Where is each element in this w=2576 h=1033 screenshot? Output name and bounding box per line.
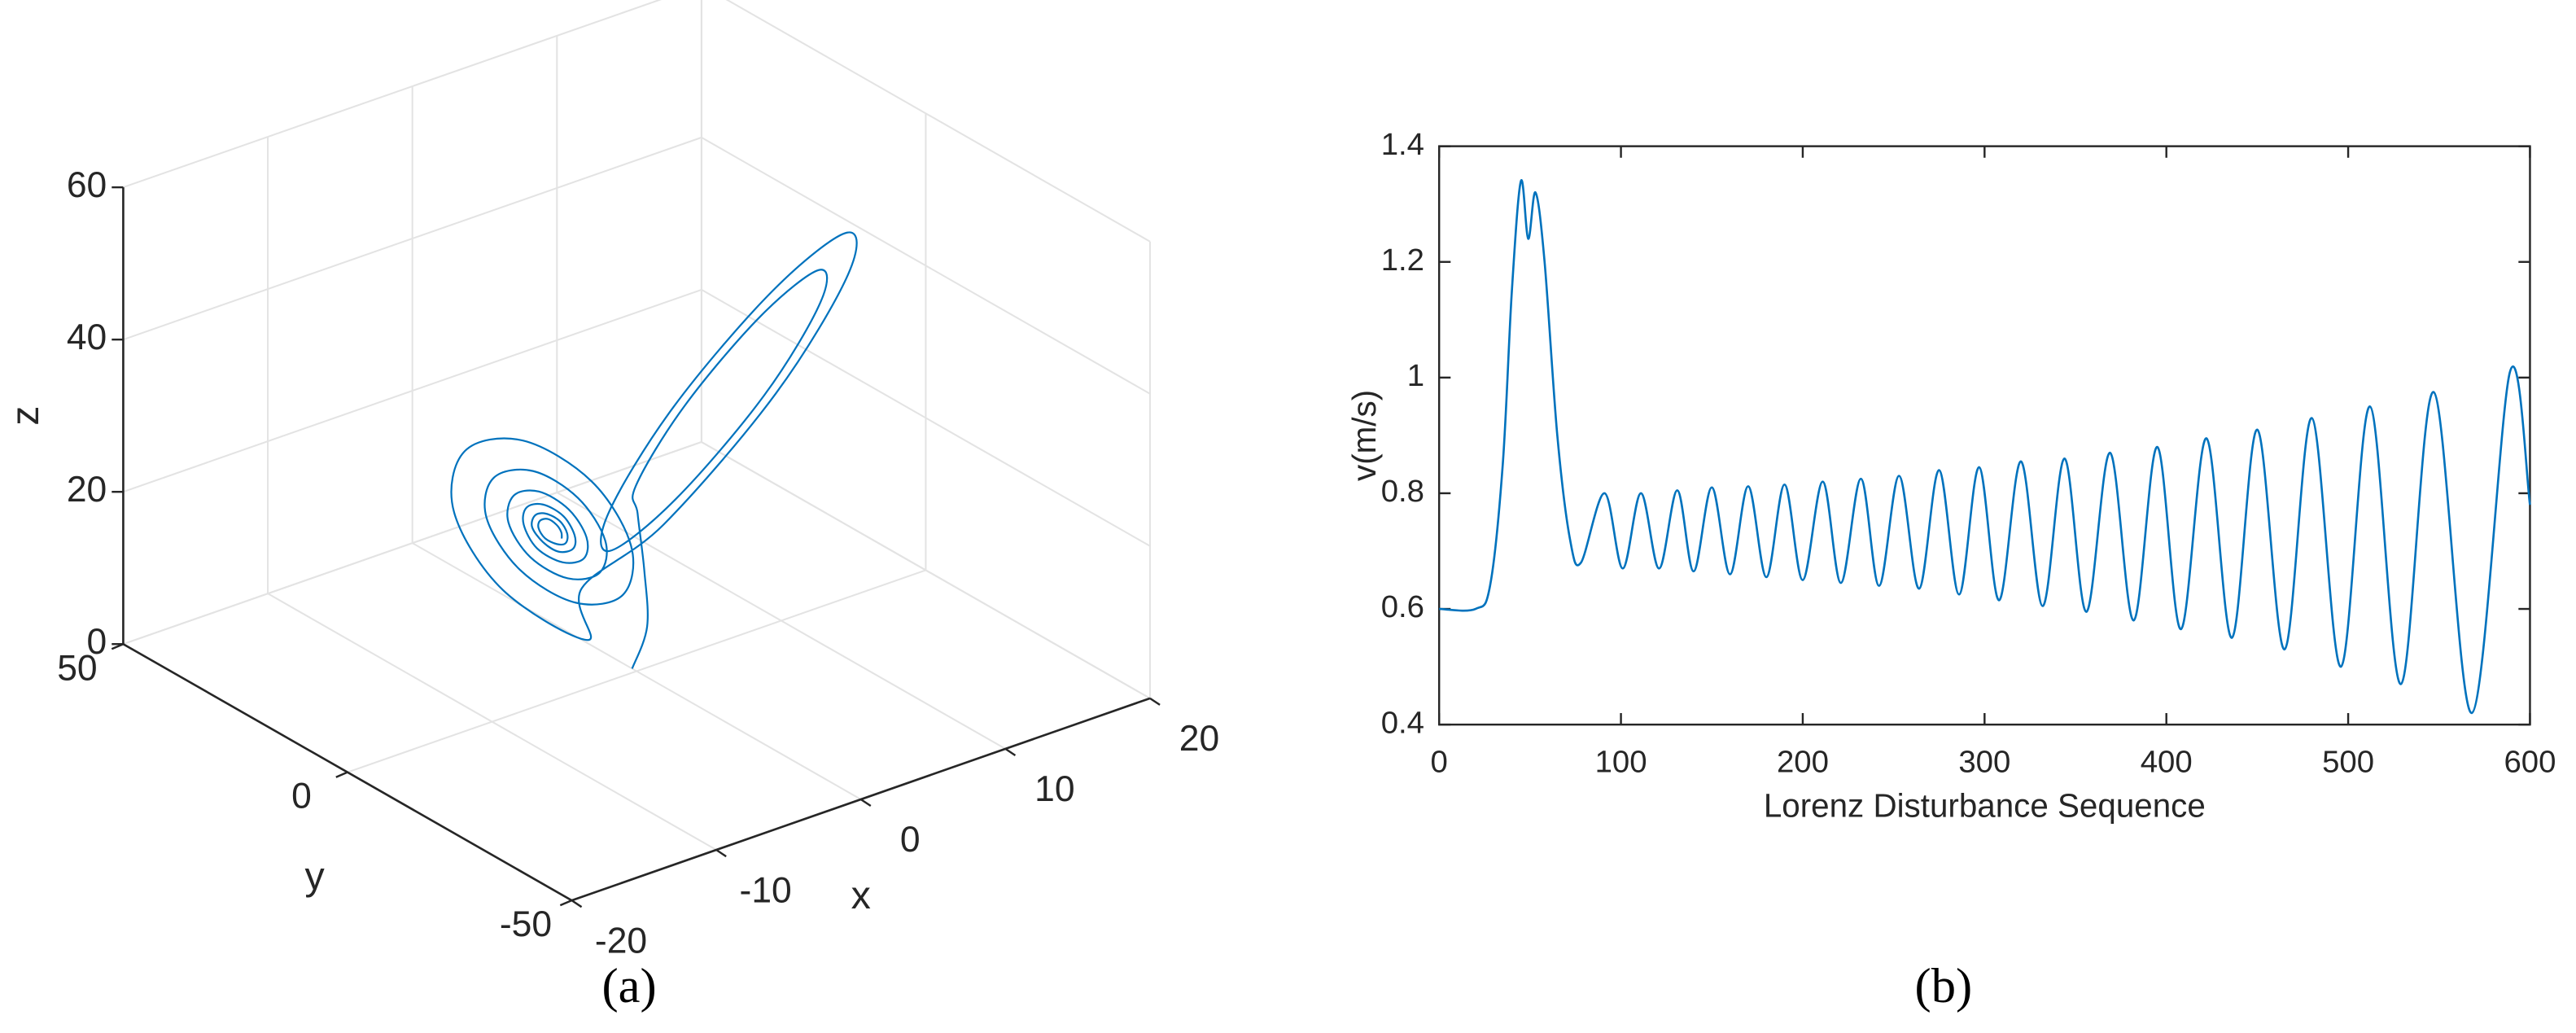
x-tick-label: 200 [1777, 745, 1829, 780]
x-axis-label: x [851, 873, 871, 917]
x-tick [571, 899, 583, 908]
caption: (b) [1915, 959, 1973, 1013]
y-tick [335, 771, 348, 778]
grid-line [701, 289, 1151, 547]
z-tick-label: 20 [67, 470, 107, 510]
caption: (a) [601, 959, 656, 1013]
x-tick-label: 20 [1179, 719, 1219, 759]
grid-line [701, 137, 1151, 395]
x-tick-label: 600 [2504, 745, 2556, 780]
y-tick-label: 0 [291, 777, 312, 816]
x-tick [1149, 697, 1161, 706]
y-tick-label: 1.2 [1381, 243, 1424, 278]
x-axis-label: Lorenz Disturbance Sequence [1764, 787, 2206, 825]
x-tick-label: 300 [1958, 745, 2010, 780]
x-tick-label: -10 [740, 870, 792, 910]
y-axis [122, 643, 573, 902]
grid-line [347, 569, 926, 773]
x-tick-label: 400 [2141, 745, 2193, 780]
z-tick-label: 60 [67, 165, 107, 205]
y-tick-label: 0.8 [1381, 474, 1424, 509]
y-tick-label: 0.4 [1381, 705, 1424, 740]
series-line [1439, 179, 2531, 715]
z-tick-label: 0 [87, 622, 107, 662]
x-tick-label: 10 [1034, 769, 1074, 809]
z-tick-label: 40 [67, 317, 107, 357]
x-tick-label: 100 [1595, 745, 1647, 780]
y-tick-label: 1 [1407, 358, 1424, 393]
y-tick-label: 1.4 [1381, 127, 1424, 162]
grid-line [123, 0, 662, 189]
grid-line [123, 441, 702, 646]
y-tick-label: 0.6 [1381, 589, 1424, 624]
y-tick [559, 899, 572, 907]
grid-line [701, 441, 1151, 699]
y-tick-label: -50 [500, 904, 552, 944]
grid-line [123, 288, 702, 493]
grid-line [123, 136, 702, 341]
y-tick-label: 50 [57, 648, 97, 688]
trajectory [450, 231, 858, 669]
x-tick-label: 500 [2322, 745, 2374, 780]
y-axis-label: v(m/s) [1345, 390, 1383, 481]
x-tick [715, 849, 727, 858]
x-tick [1004, 747, 1017, 756]
x-tick-label: 0 [1431, 745, 1448, 780]
plot-frame [1437, 145, 2531, 726]
x-tick-label: -20 [595, 921, 647, 961]
z-axis-label: z [3, 406, 47, 426]
x-tick [860, 798, 872, 808]
grid-line [725, 0, 1151, 243]
x-tick-label: 0 [900, 820, 921, 860]
y-axis-label: y [304, 855, 325, 899]
